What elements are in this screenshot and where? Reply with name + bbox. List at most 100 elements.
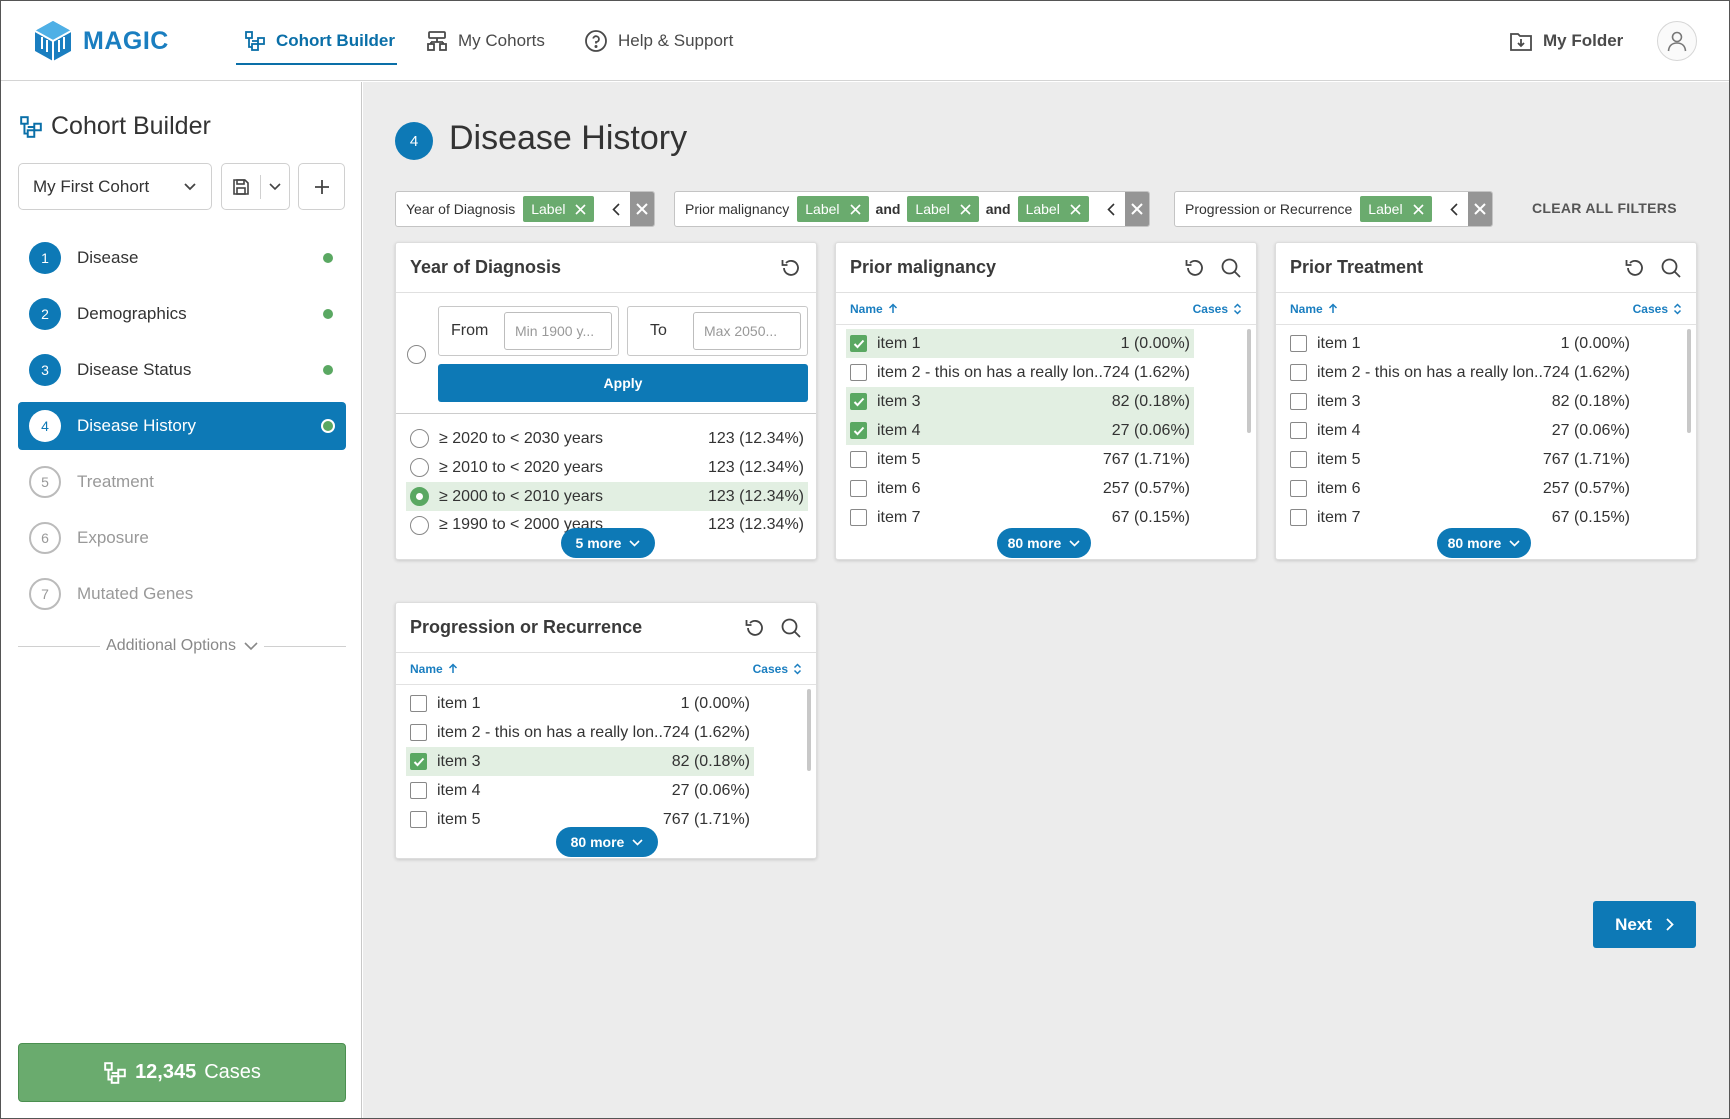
list-item[interactable]: item 4 27 (0.06%) [1286,416,1634,445]
checkbox[interactable] [850,480,867,497]
checkbox[interactable] [850,335,867,352]
step-disease-history[interactable]: 4 Disease History [18,402,346,450]
apply-button[interactable]: Apply [438,364,808,402]
my-folder-link[interactable]: My Folder [1509,27,1623,55]
close-icon[interactable] [1070,203,1081,215]
nav-cohort-builder[interactable]: Cohort Builder [244,27,395,55]
cohort-select[interactable]: My First Cohort [18,163,212,210]
step-disease-status[interactable]: 3 Disease Status [18,346,346,394]
show-more-button[interactable]: 80 more [1437,528,1531,558]
close-icon[interactable] [960,203,971,215]
filter-chip[interactable]: Label [523,196,595,222]
scrollbar[interactable] [1687,329,1691,433]
checkbox[interactable] [850,509,867,526]
checkbox[interactable] [1290,393,1307,410]
checkbox[interactable] [410,724,427,741]
step-demographics[interactable]: 2 Demographics [18,290,346,338]
list-item[interactable]: item 1 1 (0.00%) [406,689,754,718]
radio-button[interactable] [410,458,429,477]
search-icon[interactable] [780,617,802,639]
reset-icon[interactable] [1624,257,1646,279]
collapse-button[interactable] [1097,202,1125,216]
radio-button[interactable] [410,429,429,448]
sort-by-name[interactable]: Name [410,662,458,676]
save-icon-area[interactable] [222,164,260,209]
clear-all-filters-button[interactable]: CLEAR ALL FILTERS [1532,200,1677,216]
step-mutated-genes[interactable]: 7 Mutated Genes [18,570,346,618]
filter-chip[interactable]: Label [797,196,869,222]
checkbox[interactable] [1290,509,1307,526]
radio-button[interactable] [410,516,429,535]
list-item[interactable]: item 3 82 (0.18%) [406,747,754,776]
sort-by-name[interactable]: Name [1290,302,1338,316]
list-item[interactable]: ≥ 2020 to < 2030 years 123 (12.34%) [406,424,808,453]
list-item[interactable]: item 3 82 (0.18%) [846,387,1194,416]
filter-chip[interactable]: Label [907,196,979,222]
filter-chip[interactable]: Label [1360,196,1432,222]
checkbox[interactable] [1290,480,1307,497]
additional-options-toggle[interactable]: Additional Options [18,634,347,658]
save-options-dropdown[interactable] [261,182,289,191]
list-item[interactable]: item 7 67 (0.15%) [1286,503,1634,532]
list-item[interactable]: item 4 27 (0.06%) [846,416,1194,445]
reset-icon[interactable] [780,257,802,279]
checkbox[interactable] [850,422,867,439]
list-item[interactable]: item 5 767 (1.71%) [846,445,1194,474]
search-icon[interactable] [1220,257,1242,279]
list-item[interactable]: item 2 - this on has a really lon... 724 … [406,718,754,747]
save-cohort-button[interactable] [221,163,290,210]
list-item[interactable]: item 5 767 (1.71%) [406,805,754,834]
checkbox[interactable] [1290,422,1307,439]
sort-by-cases[interactable]: Cases [753,662,802,676]
checkbox[interactable] [410,782,427,799]
list-item[interactable]: ≥ 1990 to < 2000 years 123 (12.34%) [406,511,808,537]
list-item[interactable]: item 6 257 (0.57%) [846,474,1194,503]
list-item[interactable]: item 2 - this on has a really lon... 724 … [1286,358,1634,387]
remove-filter-group-button[interactable] [1124,192,1149,226]
cases-count-button[interactable]: 12,345 Cases [18,1043,346,1102]
filter-chip[interactable]: Label [1017,196,1089,222]
close-icon[interactable] [849,203,861,215]
remove-filter-group-button[interactable] [1467,192,1492,226]
nav-my-cohorts[interactable]: My Cohorts [426,27,545,55]
next-button[interactable]: Next [1593,901,1696,948]
scrollbar[interactable] [807,689,811,771]
list-item[interactable]: item 2 - this on has a really lon... 724 … [846,358,1194,387]
step-disease[interactable]: 1 Disease [18,234,346,282]
checkbox[interactable] [850,451,867,468]
checkbox[interactable] [850,393,867,410]
list-item[interactable]: item 1 1 (0.00%) [1286,329,1634,358]
checkbox[interactable] [410,753,427,770]
range-radio[interactable] [407,345,426,364]
list-item[interactable]: item 5 767 (1.71%) [1286,445,1634,474]
search-icon[interactable] [1660,257,1682,279]
list-item[interactable]: item 6 257 (0.57%) [1286,474,1634,503]
sort-by-cases[interactable]: Cases [1633,302,1682,316]
list-item[interactable]: item 4 27 (0.06%) [406,776,754,805]
show-more-button[interactable]: 80 more [556,827,658,857]
to-input[interactable]: Max 2050... [693,312,801,350]
step-exposure[interactable]: 6 Exposure [18,514,346,562]
checkbox[interactable] [1290,335,1307,352]
list-item[interactable]: ≥ 2010 to < 2020 years 123 (12.34%) [406,453,808,482]
reset-icon[interactable] [744,617,766,639]
nav-help-support[interactable]: Help & Support [584,27,733,55]
show-more-button[interactable]: 80 more [997,528,1091,558]
show-more-button[interactable]: 5 more [561,528,655,558]
step-treatment[interactable]: 5 Treatment [18,458,346,506]
checkbox[interactable] [1290,364,1307,381]
list-item[interactable]: item 7 67 (0.15%) [846,503,1194,532]
radio-button[interactable] [410,487,429,506]
remove-filter-group-button[interactable] [630,192,655,226]
reset-icon[interactable] [1184,257,1206,279]
add-cohort-button[interactable] [298,163,345,210]
checkbox[interactable] [1290,451,1307,468]
sort-by-cases[interactable]: Cases [1193,302,1242,316]
checkbox[interactable] [850,364,867,381]
collapse-button[interactable] [602,202,630,216]
additional-options-label[interactable]: Additional Options [100,637,264,655]
list-item[interactable]: item 3 82 (0.18%) [1286,387,1634,416]
collapse-button[interactable] [1440,202,1468,216]
brand-logo[interactable]: MAGIC [33,19,169,63]
close-icon[interactable] [1412,203,1424,215]
